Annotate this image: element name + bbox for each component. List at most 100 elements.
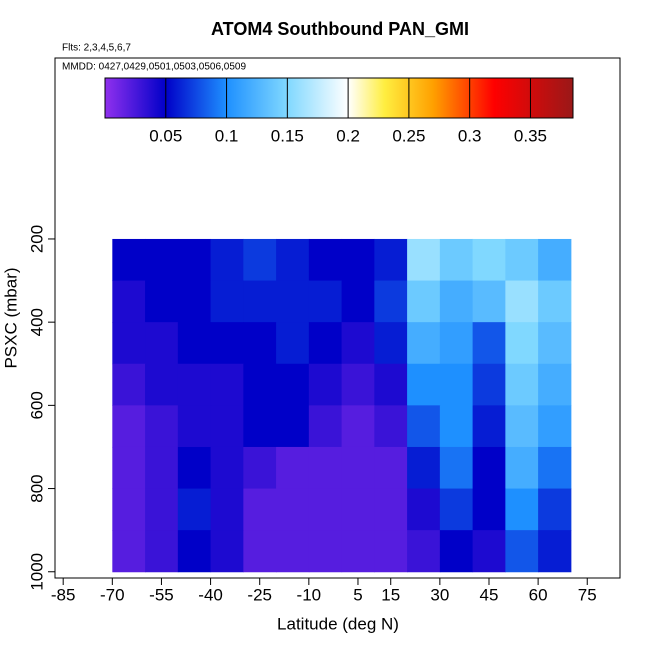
cell [472,363,506,406]
cell [374,322,408,365]
colorbar-tick-label: 0.25 [392,126,425,145]
cell [505,405,539,448]
heatmap [112,238,572,573]
cell [243,238,277,282]
y-tick-label: 1000 [27,553,46,591]
cell [276,530,310,573]
cell [407,446,441,490]
cell [145,488,179,531]
cell [505,488,539,531]
cell [439,322,474,365]
colorbar: 0.05 0.1 0.15 0.2 0.25 0.3 0.35 [104,77,574,145]
cell [407,488,441,531]
cell [407,322,441,365]
cell [308,488,343,531]
cell [407,238,441,282]
y-tick-label: 200 [27,225,46,253]
cell [145,405,179,448]
x-tick-label: 5 [353,585,362,604]
annotation: MMDD: 0427,0429,0501,0503,0506,0509 [62,62,246,73]
cell [112,238,146,282]
cell [210,238,244,282]
cell [210,488,244,531]
cell [407,530,441,573]
plot-frame [54,57,621,579]
cell [374,238,408,282]
cell [177,530,212,573]
cell [276,280,310,323]
colorbar-tick-label: 0.35 [514,126,547,145]
cell [439,488,474,531]
cell [210,280,244,323]
x-tick-label: 45 [480,585,499,604]
cell [472,322,506,365]
colorbar-tick-label: 0.15 [271,126,304,145]
cell [341,280,375,323]
cell [374,405,408,448]
cell [243,363,277,406]
cell [145,238,179,282]
x-tick-label: 15 [381,585,400,604]
cell [210,405,244,448]
y-tick-label: 800 [27,474,46,502]
cell [341,363,375,406]
cell [243,446,277,490]
x-tick-label: -10 [297,585,322,604]
cell [112,363,146,406]
cell [145,280,179,323]
cell [341,322,375,365]
cell [276,238,310,282]
cell [505,238,539,282]
cell [439,363,474,406]
cell [308,322,343,365]
cell [308,530,343,573]
cell [439,530,474,573]
cell [538,446,572,490]
cell [112,446,146,490]
cell [145,530,179,573]
y-tick-label: 600 [27,391,46,419]
cell [177,446,212,490]
colorbar-tick-label: 0.2 [336,126,360,145]
cell [472,446,506,490]
cell [177,238,212,282]
cell [439,280,474,323]
cell [243,530,277,573]
cell [243,280,277,323]
cell [177,488,212,531]
y-axis-label: PSXC (mbar) [1,267,20,368]
cell [407,280,441,323]
x-tick-label: -85 [51,585,76,604]
cell [538,530,572,573]
cell [177,280,212,323]
cell [472,405,506,448]
x-tick-label: -70 [100,585,125,604]
cell [112,280,146,323]
cell [439,238,474,282]
cell [145,446,179,490]
cell [407,405,441,448]
cell [210,530,244,573]
cell [145,322,179,365]
cell [538,322,572,365]
cell [538,280,572,323]
cell [439,405,474,448]
cell [308,446,343,490]
x-tick-label: -25 [247,585,272,604]
cell [210,363,244,406]
cell [472,280,506,323]
axes: -85 -70 -55 -40 -25 -10 5 15 30 45 60 75 200 400 600 80… [27,225,596,605]
subtitle: Flts: 2,3,4,5,6,7 [62,43,131,54]
cell [505,322,539,365]
chart-title: ATOM4 Southbound PAN_GMI [211,19,469,39]
cell [538,363,572,406]
cell [243,322,277,365]
cell [276,405,310,448]
colorbar-tick-label: 0.3 [458,126,482,145]
cell [374,363,408,406]
cell [374,488,408,531]
cell [276,446,310,490]
x-tick-label: -40 [198,585,223,604]
cell [308,238,343,282]
